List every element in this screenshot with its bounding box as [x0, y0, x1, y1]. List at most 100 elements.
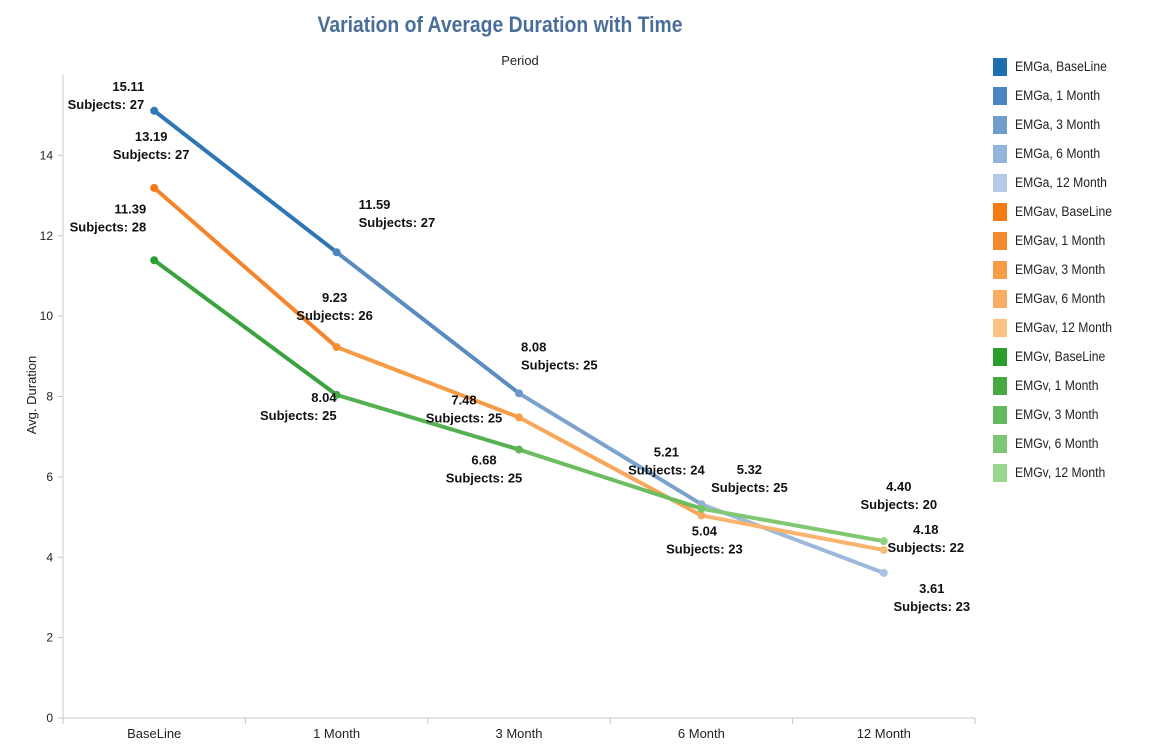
legend-label: EMGav, 3 Month: [1015, 262, 1106, 277]
y-tick-label: 4: [46, 550, 53, 564]
series-line-segment: [517, 391, 704, 507]
chart-title: Variation of Average Duration with Time: [317, 12, 683, 37]
series-line-segment: [699, 513, 886, 553]
legend-label: EMGa, 12 Month: [1015, 175, 1107, 190]
legend-label: EMGa, BaseLine: [1015, 59, 1107, 74]
legend-item[interactable]: EMGav, 12 Month: [993, 313, 1163, 342]
legend-swatch: [993, 173, 1007, 192]
data-label-subjects: Subjects: 23: [666, 541, 743, 556]
data-label-value: 5.04: [692, 523, 718, 538]
x-tick-label: 12 Month: [857, 726, 911, 741]
legend-swatch: [993, 231, 1007, 250]
x-tick-label: 3 Month: [496, 726, 543, 741]
data-label-subjects: Subjects: 27: [113, 147, 190, 162]
data-label-value: 9.23: [322, 290, 347, 305]
legend-item[interactable]: EMGav, BaseLine: [993, 197, 1163, 226]
y-tick-label: 14: [40, 148, 54, 162]
data-label-subjects: Subjects: 20: [861, 497, 938, 512]
series-line-segment: [152, 185, 339, 350]
data-label-value: 5.21: [654, 445, 679, 460]
legend-label: EMGa, 1 Month: [1015, 88, 1101, 103]
data-point: [332, 390, 341, 399]
legend-item[interactable]: EMGa, 12 Month: [993, 168, 1163, 197]
data-point: [332, 248, 341, 257]
data-point: [150, 106, 159, 115]
legend-item[interactable]: EMGav, 1 Month: [993, 226, 1163, 255]
legend-item[interactable]: EMGv, BaseLine: [993, 342, 1163, 371]
data-point: [332, 343, 341, 352]
legend-swatch: [993, 405, 1007, 424]
legend-label: EMGav, BaseLine: [1015, 204, 1113, 219]
series-line-segment: [334, 345, 521, 420]
legend-item[interactable]: EMGa, 3 Month: [993, 110, 1163, 139]
data-label-value: 4.40: [886, 479, 911, 494]
series-points: [150, 106, 888, 577]
legend-label: EMGav, 6 Month: [1015, 291, 1106, 306]
x-tick-label: 1 Month: [313, 726, 360, 741]
data-label-subjects: Subjects: 25: [426, 410, 503, 425]
legend-swatch: [993, 434, 1007, 453]
data-label-value: 5.32: [737, 462, 762, 477]
legend-item[interactable]: EMGv, 6 Month: [993, 429, 1163, 458]
legend-label: EMGv, 3 Month: [1015, 407, 1099, 422]
legend-swatch: [993, 144, 1007, 163]
series-line-segment: [334, 250, 521, 396]
y-tick-label: 10: [40, 309, 54, 323]
legend-swatch: [993, 318, 1007, 337]
data-point: [879, 546, 888, 555]
y-tick-label: 0: [46, 711, 53, 725]
series-line-segment: [152, 108, 339, 255]
y-tick-label: 2: [46, 631, 53, 645]
data-label-value: 6.68: [471, 453, 496, 468]
data-label-value: 7.48: [451, 392, 476, 407]
legend-label: EMGav, 12 Month: [1015, 320, 1113, 335]
legend-item[interactable]: EMGv, 3 Month: [993, 400, 1163, 429]
legend-swatch: [993, 260, 1007, 279]
legend-swatch: [993, 463, 1007, 482]
data-label-subjects: Subjects: 25: [260, 408, 337, 423]
legend-label: EMGav, 1 Month: [1015, 233, 1106, 248]
data-point: [515, 413, 523, 422]
series-line-segment: [517, 447, 704, 511]
data-point: [879, 537, 888, 546]
legend-item[interactable]: EMGv, 1 Month: [993, 371, 1163, 400]
data-label-subjects: Subjects: 28: [70, 219, 147, 234]
data-point: [697, 511, 706, 520]
data-label-value: 8.04: [311, 390, 337, 405]
data-label-subjects: Subjects: 25: [711, 480, 788, 495]
legend: EMGa, BaseLine EMGa, 1 Month EMGa, 3 Month…: [993, 52, 1163, 487]
legend-label: EMGv, 12 Month: [1015, 465, 1106, 480]
legend-swatch: [993, 57, 1007, 76]
legend-item[interactable]: EMGa, BaseLine: [993, 52, 1163, 81]
data-point: [879, 568, 888, 577]
data-label-value: 8.08: [521, 339, 546, 354]
data-label-subjects: Subjects: 24: [628, 463, 705, 478]
x-tick-label: BaseLine: [127, 726, 181, 741]
series-line-segment: [699, 506, 886, 544]
legend-item[interactable]: EMGav, 6 Month: [993, 284, 1163, 313]
series-lines: [152, 108, 886, 575]
legend-item[interactable]: EMGa, 6 Month: [993, 139, 1163, 168]
legend-label: EMGv, 6 Month: [1015, 436, 1099, 451]
y-tick-label: 12: [40, 229, 54, 243]
x-tick-label: 6 Month: [678, 726, 725, 741]
legend-label: EMGa, 6 Month: [1015, 146, 1101, 161]
column-header: Period: [501, 53, 539, 68]
data-label-subjects: Subjects: 27: [68, 97, 145, 112]
legend-swatch: [993, 115, 1007, 134]
data-point: [515, 389, 523, 398]
data-label-subjects: Subjects: 25: [521, 357, 598, 372]
legend-item[interactable]: EMGv, 12 Month: [993, 458, 1163, 487]
legend-item[interactable]: EMGav, 3 Month: [993, 255, 1163, 284]
legend-swatch: [993, 202, 1007, 221]
legend-label: EMGa, 3 Month: [1015, 117, 1101, 132]
data-label-subjects: Subjects: 23: [894, 599, 971, 614]
legend-swatch: [993, 86, 1007, 105]
legend-swatch: [993, 289, 1007, 308]
legend-item[interactable]: EMGa, 1 Month: [993, 81, 1163, 110]
data-label-value: 13.19: [135, 129, 168, 144]
data-label-subjects: Subjects: 26: [296, 308, 373, 323]
data-label-value: 3.61: [919, 581, 944, 596]
data-label-subjects: Subjects: 22: [888, 540, 965, 555]
